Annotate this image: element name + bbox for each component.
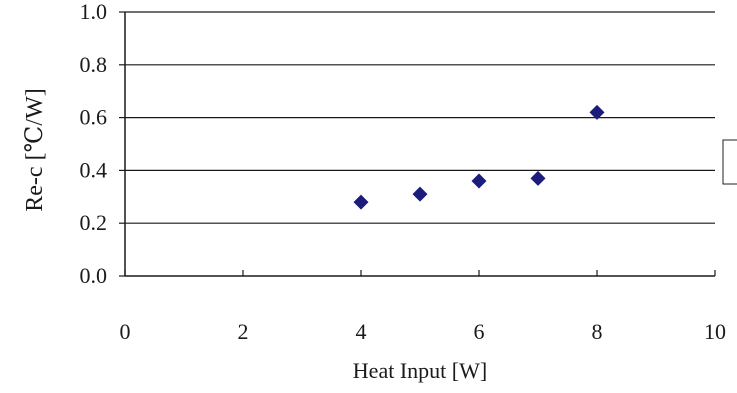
- x-tick-label-4: 8: [592, 319, 603, 344]
- x-tick-label-5: 10: [704, 319, 726, 344]
- axes: [119, 11, 716, 277]
- data-point-0-2: [471, 173, 487, 189]
- x-tick-label-2: 4: [356, 319, 367, 344]
- data-point-0-1: [412, 186, 428, 202]
- data-point-0-3: [530, 170, 546, 186]
- plot-area-background: [125, 12, 715, 276]
- x-tick-label-1: 2: [238, 319, 249, 344]
- data-point-0-0: [353, 194, 369, 210]
- gridlines: [125, 11, 715, 224]
- x-axis-title: Heat Input [W]: [353, 358, 487, 383]
- y-tick-label-4: 0.8: [80, 52, 108, 77]
- data-points: [353, 104, 605, 210]
- y-tick-label-1: 0.2: [80, 210, 108, 235]
- data-point-0-4: [589, 104, 605, 120]
- x-tick-label-0: 0: [120, 319, 131, 344]
- y-axis-title: Re-c [℃/W]: [22, 88, 48, 211]
- y-tick-label-2: 0.4: [80, 157, 108, 182]
- legend-box-fragment: [722, 139, 737, 185]
- y-tick-label-3: 0.6: [80, 105, 108, 130]
- tick-labels: 0.0 0.2 0.4 0.6 0.8 1.0 0 2 4 6 8 10: [80, 0, 727, 344]
- y-tick-label-5: 1.0: [80, 0, 108, 24]
- x-tick-label-3: 6: [474, 319, 485, 344]
- y-tick-label-0: 0.0: [80, 263, 108, 288]
